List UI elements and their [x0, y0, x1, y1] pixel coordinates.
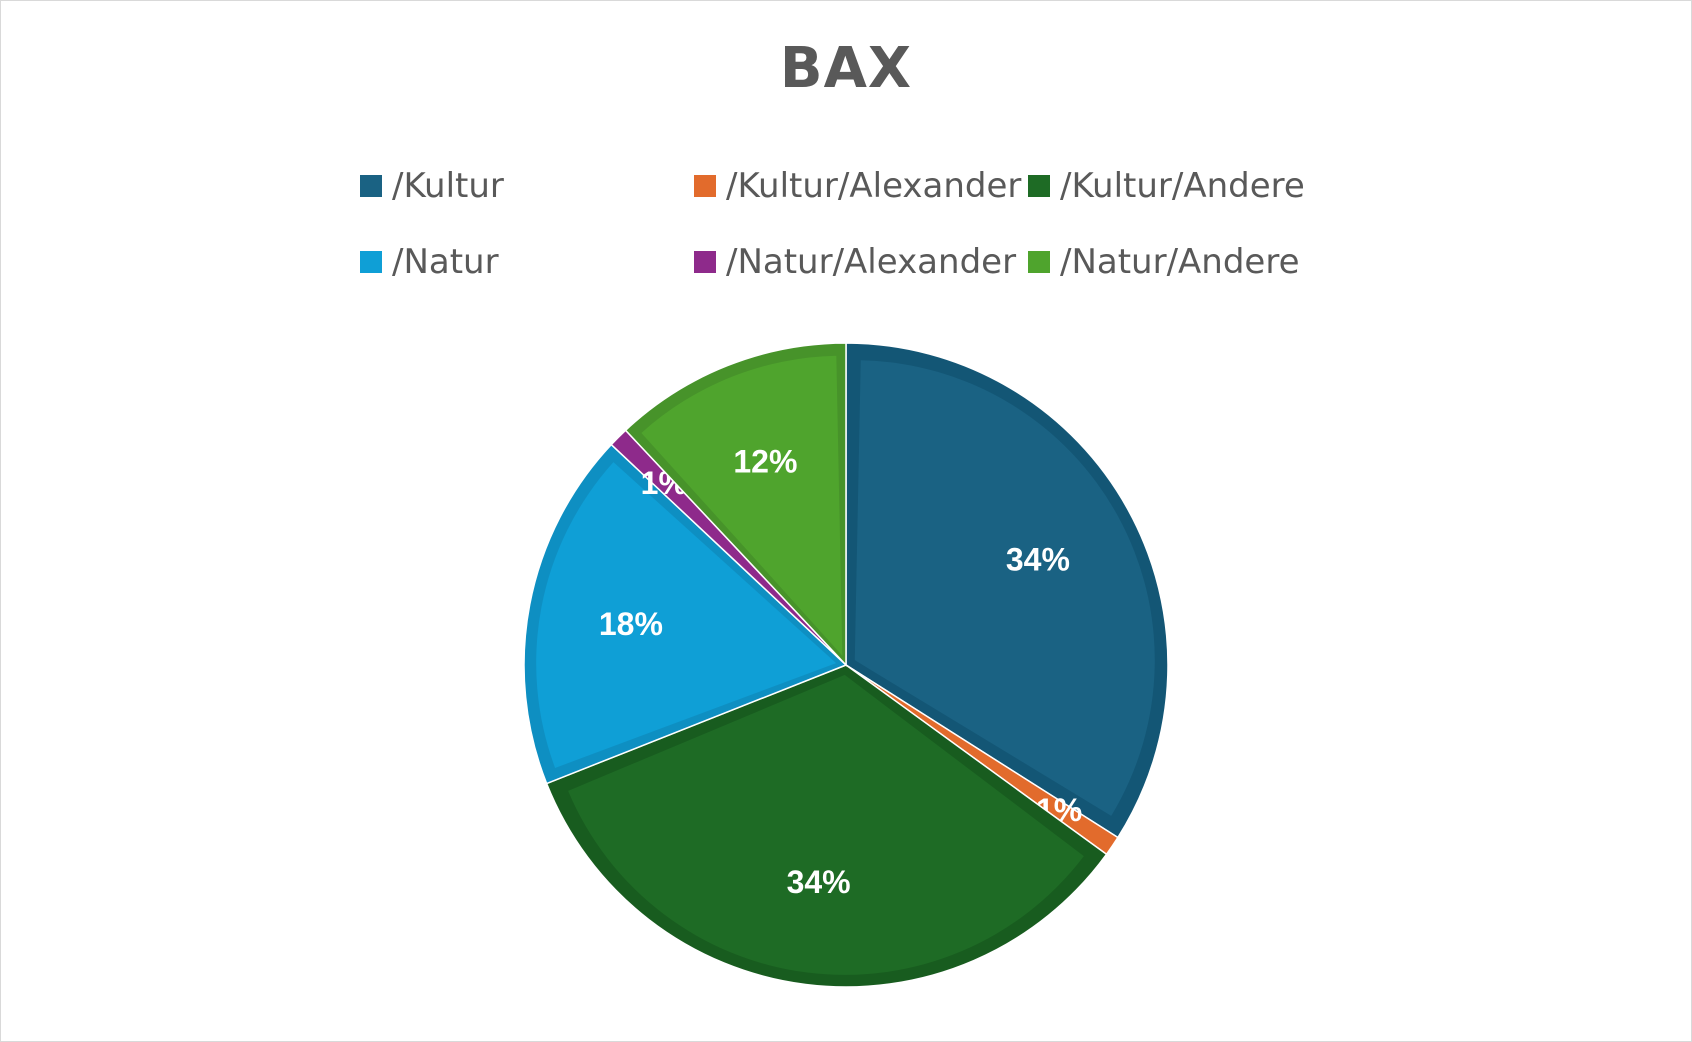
- data-label: 34%: [787, 864, 851, 900]
- legend-label: /Kultur: [392, 166, 504, 206]
- legend-label: /Natur/Andere: [1060, 242, 1300, 282]
- pie-slice-fill: [536, 462, 837, 768]
- legend-swatch: [694, 175, 716, 197]
- legend-swatch: [360, 251, 382, 273]
- legend-label: /Natur: [392, 242, 499, 282]
- legend-item: /Natur/Alexander: [694, 242, 1016, 282]
- data-label: 18%: [599, 606, 663, 642]
- legend-swatch: [694, 251, 716, 273]
- pie-slice-fill: [568, 674, 1084, 975]
- legend-swatch: [1028, 175, 1050, 197]
- pie-slice: [624, 342, 847, 667]
- legend-label: /Natur/Alexander: [726, 242, 1017, 282]
- pie-slice: [545, 664, 1108, 988]
- data-label: 12%: [733, 443, 797, 479]
- legend-item: /Kultur/Alexander: [694, 166, 1021, 206]
- legend-swatch: [1028, 251, 1050, 273]
- legend-item: /Kultur: [360, 166, 504, 206]
- chart-title: BAX: [779, 36, 913, 101]
- pie-slice: [523, 443, 848, 785]
- pie-slice-fill: [854, 360, 1155, 816]
- legend-label: /Kultur/Alexander: [726, 166, 1022, 206]
- legend: /Kultur/Kultur/Alexander/Kultur/Andere/N…: [360, 160, 1360, 282]
- legend-item: /Natur: [360, 242, 499, 282]
- legend-item: /Natur/Andere: [1028, 242, 1300, 282]
- data-label: 34%: [1006, 542, 1070, 578]
- legend-item: /Kultur/Andere: [1028, 166, 1305, 206]
- legend-swatch: [360, 175, 382, 197]
- legend-label: /Kultur/Andere: [1060, 166, 1305, 206]
- pie-slice-fill: [641, 355, 843, 656]
- pie-slice: [845, 342, 1169, 839]
